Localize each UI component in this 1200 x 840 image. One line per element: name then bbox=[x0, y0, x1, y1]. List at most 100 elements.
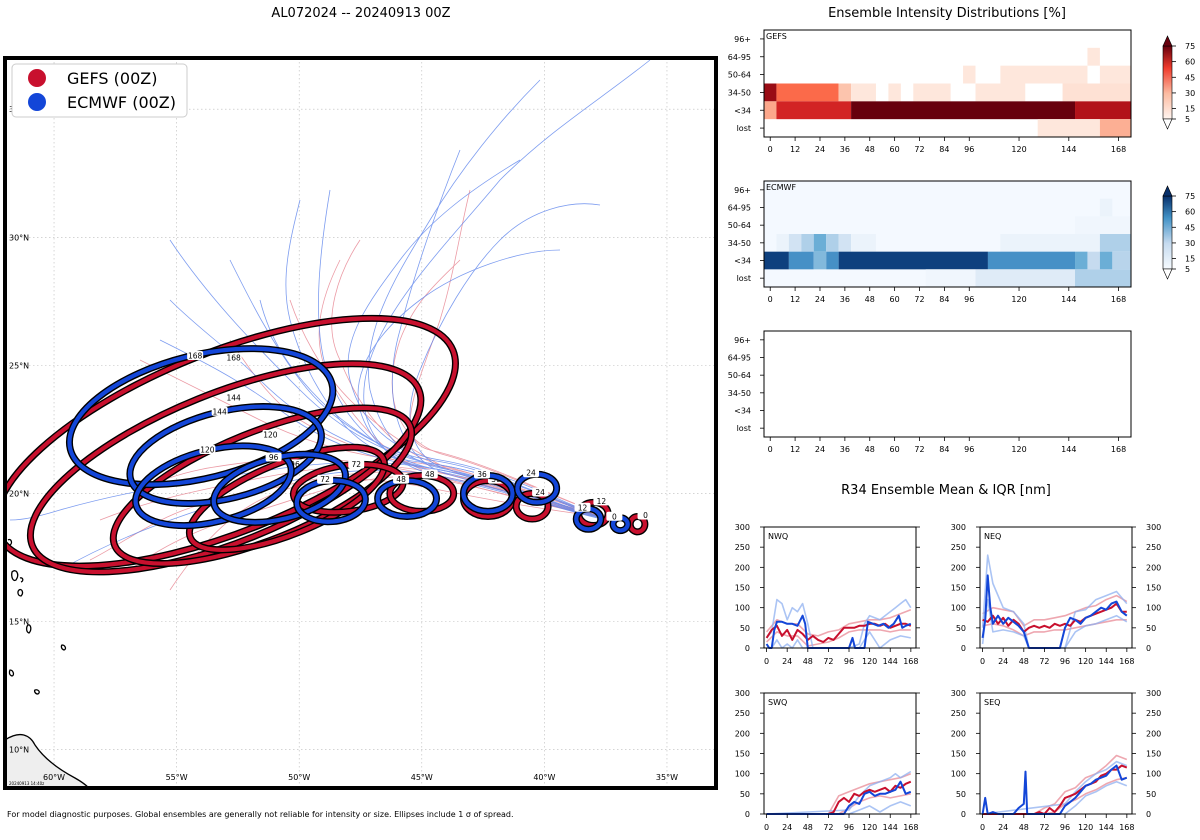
footer-note: For model diagnostic purposes. Global en… bbox=[7, 810, 514, 819]
colorbar-gefs-ticks: 515 30 45 60 75 bbox=[1172, 42, 1195, 124]
heatmap-xtick-label: 72 bbox=[914, 445, 924, 454]
heatmap-cell-34-50 bbox=[788, 234, 802, 252]
ecmwf-hour-label-bg bbox=[606, 511, 623, 521]
heatmap-cell-34-50 bbox=[838, 234, 852, 252]
heatmap-xtick-label: 72 bbox=[914, 295, 924, 304]
r34-xtick-label: 24 bbox=[998, 657, 1008, 666]
r34-ytick-label: 0 bbox=[961, 810, 966, 819]
lat-tick-label: 25°N bbox=[9, 361, 29, 370]
heatmap-cell-<34 bbox=[764, 101, 777, 120]
heatmap-cell-34-50 bbox=[1000, 234, 1100, 252]
colorbar-tick-label: 5 bbox=[1185, 115, 1190, 124]
ecmwf-hour-label: 0 bbox=[612, 512, 617, 521]
ecmwf-hour-label: 24 bbox=[526, 469, 536, 478]
r34-xtick-label: 48 bbox=[1019, 823, 1029, 832]
land-outlines bbox=[5, 538, 90, 788]
ecmwf-hour-label-bg bbox=[393, 474, 410, 484]
r34-ytick-label-right: 250 bbox=[1146, 709, 1161, 718]
heatmap-cell-34-50 bbox=[776, 234, 789, 252]
heatmap-xtick-label: 24 bbox=[815, 295, 825, 304]
heatmap-xtick-label: 48 bbox=[865, 445, 875, 454]
r34-panel-label: SEQ bbox=[984, 698, 1000, 707]
heatmap-background bbox=[764, 331, 1131, 437]
gefs-ellipse-144 bbox=[28, 361, 423, 575]
ecmwf-hour-label: 96 bbox=[269, 453, 279, 462]
heatmap-cell-34-50 bbox=[1062, 83, 1131, 102]
r34-ytick-label-right: 100 bbox=[1146, 604, 1161, 613]
r34-ytick-label: 300 bbox=[735, 523, 750, 532]
heatmap-ytick-label: 50-64 bbox=[728, 371, 751, 380]
lat-tick-label: 10°N bbox=[9, 746, 29, 755]
r34-gefs-q1-line bbox=[766, 793, 911, 815]
heatmap-cell-lost bbox=[975, 269, 1076, 287]
r34-plot-area bbox=[980, 693, 1132, 814]
r34-ecmwf-q3-line bbox=[982, 760, 1128, 815]
r34-panel-neq: NEQ 0 0 50 50 100 100 150 150 200 200 250 250 300 300 0… bbox=[951, 523, 1162, 666]
heatmap-xtick-label: 12 bbox=[790, 295, 800, 304]
colorbar-gefs: 515 30 45 60 75 bbox=[1162, 35, 1195, 130]
heatmap-cell-50-64 bbox=[1099, 65, 1131, 84]
r34-xtick-label: 168 bbox=[903, 657, 918, 666]
r34-xtick-label: 96 bbox=[1060, 823, 1070, 832]
heatmap-xtick-label: 48 bbox=[865, 145, 875, 154]
legend-marker-gefs bbox=[28, 69, 46, 87]
r34-ytick-label: 100 bbox=[951, 770, 966, 779]
heatmap-xtick-label: 84 bbox=[939, 295, 949, 304]
r34-ytick-label: 0 bbox=[961, 644, 966, 653]
ecmwf-hour-label: 12 bbox=[578, 503, 588, 512]
r34-ytick-label-right: 300 bbox=[1146, 523, 1161, 532]
ecmwf-hour-label: 48 bbox=[396, 475, 406, 484]
heatmap-cell-34-50 bbox=[764, 83, 777, 102]
map-legend: GEFS (00Z) ECMWF (00Z) bbox=[11, 63, 188, 118]
colorbar-tick-label: 45 bbox=[1185, 73, 1195, 82]
r34-ytick-label: 250 bbox=[735, 543, 750, 552]
r34-ytick-label: 100 bbox=[735, 770, 750, 779]
colorbar-tick-label: 75 bbox=[1185, 42, 1195, 51]
lat-tick-label: 15°N bbox=[9, 618, 29, 627]
heatmap-cell-lost bbox=[1037, 119, 1100, 137]
r34-xtick-label: 168 bbox=[903, 823, 918, 832]
r34-ytick-label-right: 250 bbox=[1146, 543, 1161, 552]
r34-xtick-label: 144 bbox=[883, 657, 898, 666]
heatmap-cell-50-64 bbox=[1000, 65, 1088, 84]
r34-ytick-label: 150 bbox=[951, 750, 966, 759]
r34-xtick-label: 48 bbox=[1019, 657, 1029, 666]
ecmwf-hour-label-bg bbox=[211, 406, 228, 416]
map-title: AL072024 -- 20240913 00Z bbox=[271, 6, 450, 21]
r34-xtick-label: 24 bbox=[998, 823, 1008, 832]
heatmap-cell-<34 bbox=[838, 251, 988, 270]
heatmap-xtick-label: 36 bbox=[840, 445, 850, 454]
heatmap-ytick-label: 96+ bbox=[734, 336, 751, 345]
heatmap-xtick-label: 60 bbox=[890, 145, 900, 154]
heatmap-cell-<34 bbox=[776, 101, 852, 120]
r34-gefs-q3-line bbox=[982, 594, 1128, 627]
r34-xtick-label: 96 bbox=[844, 823, 854, 832]
r34-ytick-label: 50 bbox=[956, 790, 966, 799]
ecmwf-hour-label: 120 bbox=[200, 445, 215, 454]
gefs-hour-label: 168 bbox=[226, 354, 241, 363]
land-outline bbox=[25, 624, 32, 634]
colorbar-tick-label: 30 bbox=[1185, 89, 1195, 98]
r34-gefs-q1-line bbox=[982, 618, 1127, 637]
lon-tick-label: 60°W bbox=[43, 773, 65, 782]
gefs-hour-label-bg bbox=[421, 469, 438, 479]
r34-gefs-q3-line bbox=[766, 772, 912, 815]
r34-xtick-label: 0 bbox=[980, 823, 985, 832]
gefs-hour-label: 72 bbox=[351, 460, 361, 469]
heatmap-xtick-label: 0 bbox=[768, 295, 773, 304]
heatmap-cell-64-95 bbox=[1099, 198, 1113, 217]
r34-ytick-label-right: 50 bbox=[1146, 624, 1156, 633]
ecmwf-hour-label: 36 bbox=[477, 470, 487, 479]
ecmwf-hour-label-bg bbox=[265, 452, 282, 462]
gefs-ellipse-96 bbox=[187, 445, 387, 552]
colorbar-gefs-max-arrow bbox=[1162, 35, 1173, 47]
heatmap-cell-lost bbox=[1099, 119, 1131, 137]
ecmwf-track bbox=[169, 239, 607, 521]
heatmap-cell-34-50 bbox=[913, 83, 951, 102]
gefs-hour-label-bg bbox=[262, 429, 279, 439]
heatmap-ytick-label: 64-95 bbox=[728, 53, 751, 62]
heatmap-cell-<34 bbox=[1075, 251, 1088, 270]
r34-ytick-label: 250 bbox=[735, 709, 750, 718]
intensity-panel-gefs: GEFS lost <34 34-50 50-64 64-95 96+ 0 12 24 36 48 60… bbox=[728, 29, 1132, 154]
